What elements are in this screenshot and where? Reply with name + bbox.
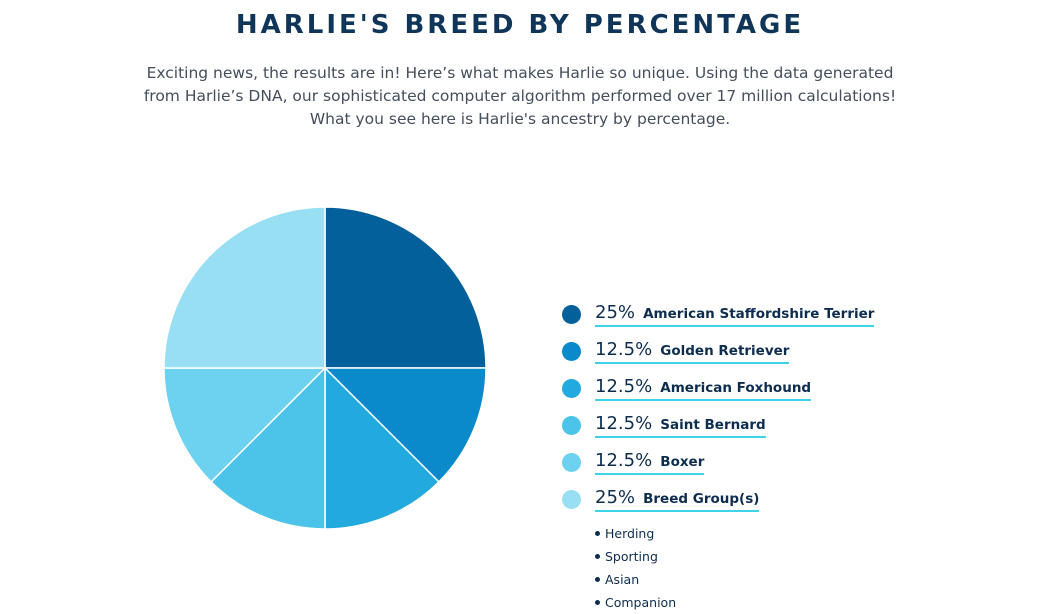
legend-percent: 12.5% xyxy=(595,450,653,471)
legend-item-golden-retriever: 12.5% Golden Retriever xyxy=(562,333,1002,370)
pie-slice-american-staffordshire-terrier xyxy=(324,206,487,369)
legend-swatch xyxy=(562,342,581,361)
legend-text: 12.5% Saint Bernard xyxy=(595,413,766,438)
breed-group-item: Sporting xyxy=(595,545,1002,568)
legend-percent: 12.5% xyxy=(595,339,653,360)
legend-text: 12.5% Boxer xyxy=(595,450,705,475)
bullet-dot xyxy=(595,554,600,559)
legend-label: Golden Retriever xyxy=(660,343,790,359)
legend-label: American Foxhound xyxy=(660,380,812,396)
page-title: HARLIE'S BREED BY PERCENTAGE xyxy=(235,10,805,40)
legend-percent: 12.5% xyxy=(595,376,653,397)
pie-chart xyxy=(163,206,487,530)
breed-group-label: Companion xyxy=(605,595,677,610)
legend-label: Saint Bernard xyxy=(660,417,766,433)
breed-group-item: Companion xyxy=(595,591,1002,614)
legend-text: 12.5% Golden Retriever xyxy=(595,339,790,364)
legend-label: Boxer xyxy=(660,454,705,470)
legend-label: American Staffordshire Terrier xyxy=(643,306,875,322)
breed-group-item: Asian xyxy=(595,568,1002,591)
legend-swatch xyxy=(562,379,581,398)
bullet-dot xyxy=(595,600,600,605)
legend-label: Breed Group(s) xyxy=(643,491,760,507)
bullet-dot xyxy=(595,531,600,536)
legend-swatch xyxy=(562,453,581,472)
legend-text: 25% Breed Group(s) xyxy=(595,487,760,512)
legend-percent: 25% xyxy=(595,302,636,323)
pie-slice-boxer xyxy=(163,367,327,483)
legend-percent: 25% xyxy=(595,487,636,508)
breed-group-label: Asian xyxy=(605,572,640,587)
legend: 25% American Staffordshire Terrier 12.5%… xyxy=(562,296,1002,614)
legend-item-breed-groups: 25% Breed Group(s) xyxy=(562,481,1002,518)
pie-slice-golden-retriever xyxy=(323,367,487,483)
legend-text: 12.5% American Foxhound xyxy=(595,376,812,401)
pie-slice-american-foxhound xyxy=(324,366,440,530)
legend-item-boxer: 12.5% Boxer xyxy=(562,444,1002,481)
breed-group-list: Herding Sporting Asian Companion xyxy=(595,522,1002,614)
legend-swatch xyxy=(562,305,581,324)
legend-swatch xyxy=(562,490,581,509)
legend-item-american-foxhound: 12.5% American Foxhound xyxy=(562,370,1002,407)
breed-group-label: Herding xyxy=(605,526,655,541)
legend-swatch xyxy=(562,416,581,435)
legend-percent: 12.5% xyxy=(595,413,653,434)
legend-item-saint-bernard: 12.5% Saint Bernard xyxy=(562,407,1002,444)
pie-slice-breed-group-s xyxy=(163,206,326,369)
legend-text: 25% American Staffordshire Terrier xyxy=(595,302,875,327)
bullet-dot xyxy=(595,577,600,582)
intro-paragraph: Exciting news, the results are in! Here’… xyxy=(143,64,897,128)
breed-group-item: Herding xyxy=(595,522,1002,545)
legend-item-american-staffordshire-terrier: 25% American Staffordshire Terrier xyxy=(562,296,1002,333)
breed-group-label: Sporting xyxy=(605,549,658,564)
pie-slice-saint-bernard xyxy=(210,366,326,530)
